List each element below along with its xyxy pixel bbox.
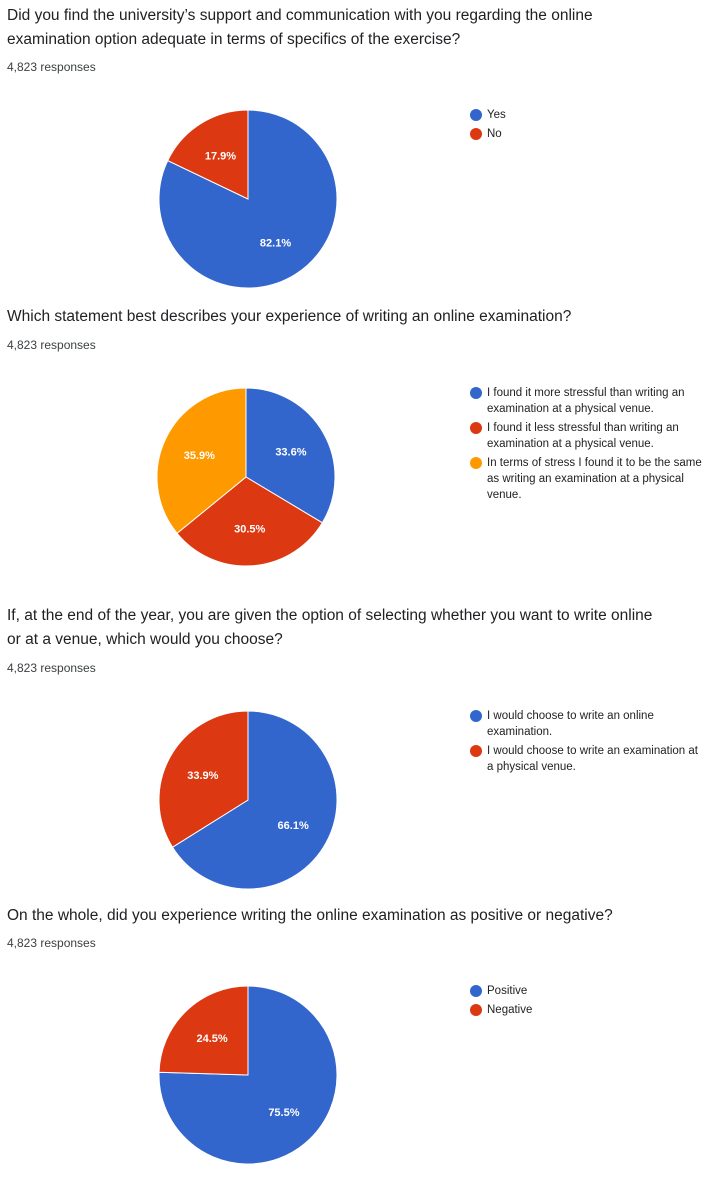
pie-slice bbox=[158, 985, 249, 1076]
pie-slice bbox=[245, 387, 336, 524]
legend-label: No bbox=[487, 128, 502, 140]
response-count: 4,823 responses bbox=[7, 338, 96, 352]
legend-item: I would choose to write an online examin… bbox=[470, 708, 702, 740]
slice-percent-label: 24.5% bbox=[196, 1033, 227, 1045]
pie-chart-stress: 33.6% 30.5% 35.9% bbox=[156, 387, 336, 567]
legend-label: In terms of stress I found it to be the … bbox=[487, 457, 702, 501]
legend-label: I would choose to write an examination a… bbox=[487, 745, 698, 773]
legend-label: I found it less stressful than writing a… bbox=[487, 422, 679, 450]
legend-label: Positive bbox=[487, 985, 528, 997]
pie-slice bbox=[176, 476, 324, 567]
legend-item: I found it more stressful than writing a… bbox=[470, 385, 702, 417]
question-card-support: Did you find the university’s support an… bbox=[0, 0, 706, 300]
legend-swatch-icon bbox=[470, 128, 482, 140]
slice-percent-label: 66.1% bbox=[278, 820, 309, 832]
legend-item: I found it less stressful than writing a… bbox=[470, 420, 702, 452]
question-card-overall: On the whole, did you experience writing… bbox=[0, 904, 706, 1200]
question-title: Did you find the university’s support an… bbox=[7, 7, 593, 48]
legend-label: I found it more stressful than writing a… bbox=[487, 387, 685, 415]
legend-label: I would choose to write an online examin… bbox=[487, 710, 654, 738]
slice-percent-label: 33.9% bbox=[187, 770, 218, 782]
legend-swatch-icon bbox=[470, 745, 482, 757]
legend-swatch-icon bbox=[470, 387, 482, 399]
legend-label: Negative bbox=[487, 1004, 533, 1016]
legend-item: In terms of stress I found it to be the … bbox=[470, 455, 702, 503]
slice-percent-label: 75.5% bbox=[268, 1107, 299, 1119]
slice-percent-label: 30.5% bbox=[234, 523, 265, 535]
legend-swatch-icon bbox=[470, 1004, 482, 1016]
chart-legend: I would choose to write an online examin… bbox=[470, 708, 702, 778]
response-count: 4,823 responses bbox=[7, 936, 96, 950]
question-card-stress: Which statement best describes your expe… bbox=[0, 300, 706, 592]
response-count: 4,823 responses bbox=[7, 60, 96, 74]
pie-slice bbox=[158, 710, 249, 848]
pie-chart-preference: 66.1% 33.9% bbox=[158, 710, 338, 890]
legend-swatch-icon bbox=[470, 422, 482, 434]
legend-swatch-icon bbox=[470, 457, 482, 469]
response-count: 4,823 responses bbox=[7, 661, 96, 675]
legend-item: I would choose to write an examination a… bbox=[470, 743, 702, 775]
pie-chart-support: 82.1% 17.9% bbox=[158, 109, 338, 289]
legend-swatch-icon bbox=[470, 109, 482, 121]
chart-legend: Yes No bbox=[470, 107, 702, 145]
legend-item: No bbox=[470, 126, 702, 142]
pie-slice bbox=[167, 109, 249, 200]
question-title: If, at the end of the year, you are give… bbox=[7, 607, 653, 648]
slice-percent-label: 82.1% bbox=[260, 238, 291, 250]
question-title: Which statement best describes your expe… bbox=[7, 308, 572, 325]
legend-label: Yes bbox=[487, 109, 506, 121]
slice-percent-label: 17.9% bbox=[205, 150, 236, 162]
legend-swatch-icon bbox=[470, 710, 482, 722]
pie-slice bbox=[156, 387, 247, 535]
question-card-preference: If, at the end of the year, you are give… bbox=[0, 592, 706, 904]
legend-swatch-icon bbox=[470, 985, 482, 997]
chart-legend: Positive Negative bbox=[470, 983, 702, 1021]
question-title: On the whole, did you experience writing… bbox=[7, 907, 613, 924]
pie-chart-overall: 75.5% 24.5% bbox=[158, 985, 338, 1165]
legend-item: Yes bbox=[470, 107, 702, 123]
pie-slice bbox=[171, 710, 338, 890]
legend-item: Positive bbox=[470, 983, 702, 999]
legend-item: Negative bbox=[470, 1002, 702, 1018]
slice-percent-label: 35.9% bbox=[184, 450, 215, 462]
slice-percent-label: 33.6% bbox=[275, 447, 306, 459]
chart-legend: I found it more stressful than writing a… bbox=[470, 385, 702, 506]
